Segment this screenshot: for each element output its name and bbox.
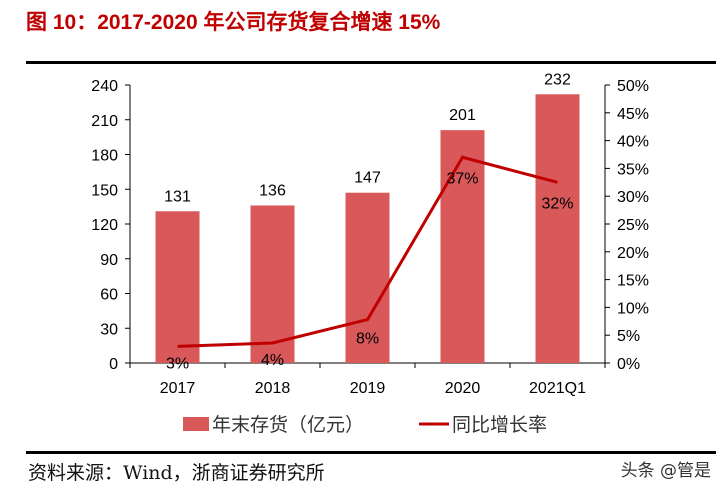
line-value-label: 8%	[356, 331, 379, 348]
x-tick-label: 2019	[350, 380, 386, 397]
chart: 0 30 60 90 120 150 180 210 240 0% 5% 10% 15% 20% 25% 30…	[91, 71, 649, 436]
right-tick-label: 0%	[617, 356, 640, 373]
right-tick-label: 35%	[617, 161, 649, 178]
legend-label-line: 同比增长率	[452, 414, 547, 436]
right-tick-label: 15%	[617, 273, 649, 290]
bottom-divider	[26, 451, 716, 454]
growth-rate-line	[177, 155, 558, 348]
bar-2020	[440, 130, 485, 363]
bar-2019	[345, 192, 390, 363]
line-value-label: 4%	[261, 352, 284, 369]
top-divider	[26, 61, 716, 64]
left-tick-label: 60	[100, 287, 118, 304]
left-tick-label: 240	[91, 78, 118, 95]
watermark: 头条 @管是	[620, 461, 711, 481]
right-tick-label: 50%	[617, 78, 649, 95]
x-tick-label: 2017	[160, 380, 196, 397]
right-tick-label: 20%	[617, 245, 649, 262]
right-tick-label: 5%	[617, 328, 640, 345]
bar-value-label: 201	[449, 107, 476, 124]
x-tick-label: 2021Q1	[529, 380, 586, 397]
left-tick-label: 120	[91, 217, 118, 234]
right-tick-label: 40%	[617, 134, 649, 151]
left-tick-label: 180	[91, 148, 118, 165]
line-value-label: 32%	[541, 195, 573, 212]
line-value-label: 37%	[446, 170, 478, 187]
bar-value-label: 131	[164, 188, 191, 205]
right-tick-label: 25%	[617, 217, 649, 234]
line-value-label: 3%	[166, 355, 189, 372]
figure-title: 图 10：2017-2020 年公司存货复合增速 15%	[26, 11, 441, 34]
bar-2017	[155, 211, 200, 363]
source-note: 资料来源：Wind，浙商证券研究所	[28, 462, 325, 484]
left-tick-label: 210	[91, 113, 118, 130]
bar-value-label: 136	[259, 182, 286, 199]
bar-value-label: 232	[544, 71, 571, 88]
left-tick-label: 150	[91, 182, 118, 199]
left-tick-label: 0	[109, 356, 118, 373]
legend-label-bar: 年末存货（亿元）	[212, 414, 364, 436]
x-tick-label: 2018	[255, 380, 291, 397]
x-tick-label: 2020	[445, 380, 481, 397]
legend-swatch-bar	[183, 417, 209, 431]
left-tick-label: 90	[100, 252, 118, 269]
right-tick-label: 10%	[617, 300, 649, 317]
bar-2018	[250, 205, 295, 363]
bar-value-label: 147	[354, 170, 381, 187]
right-tick-label: 45%	[617, 106, 649, 123]
bar-2021Q1	[535, 94, 580, 364]
right-tick-label: 30%	[617, 189, 649, 206]
left-tick-label: 30	[100, 321, 118, 338]
